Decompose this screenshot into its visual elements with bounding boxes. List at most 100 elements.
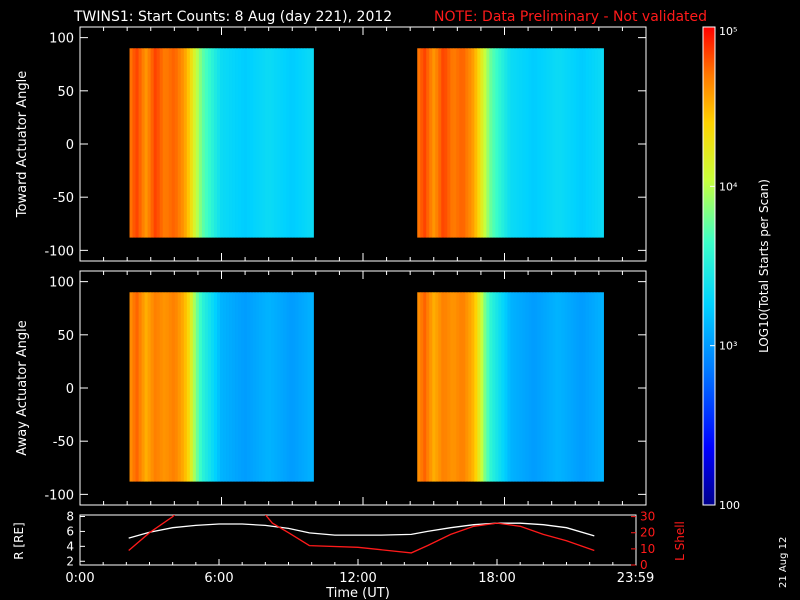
toward-cell xyxy=(150,48,155,238)
away-cell xyxy=(132,292,136,482)
toward-cell xyxy=(429,48,433,238)
away-cell xyxy=(573,292,577,482)
away-cell xyxy=(531,292,535,482)
toward-cell xyxy=(274,48,278,238)
toward-cell xyxy=(585,48,589,238)
away-cell xyxy=(192,292,197,482)
toward-cell xyxy=(498,48,502,238)
lshell-ytick-label: 20 xyxy=(640,526,655,540)
away-cell xyxy=(259,292,263,482)
colorbar-tick-label: 10⁴ xyxy=(719,180,738,193)
r-ytick-label: 4 xyxy=(66,539,74,553)
toward-cell xyxy=(213,48,218,238)
toward-cell xyxy=(471,48,475,238)
away-cell xyxy=(165,292,170,482)
toward-cell xyxy=(301,48,305,238)
toward-cell xyxy=(561,48,565,238)
toward-cell xyxy=(298,48,302,238)
toward-cell xyxy=(504,48,508,238)
toward-cell xyxy=(286,48,290,238)
away-cell xyxy=(483,292,487,482)
away-cell xyxy=(516,292,520,482)
toward-ytick-label: -100 xyxy=(44,244,74,259)
toward-cell xyxy=(447,48,451,238)
toward-cell xyxy=(304,48,308,238)
away-cell xyxy=(585,292,589,482)
away-cell xyxy=(600,292,604,482)
toward-cell xyxy=(453,48,457,238)
toward-panel: 100 50 0 -50 -100 Toward Actuator Angle xyxy=(15,26,647,262)
away-cell xyxy=(171,292,176,482)
toward-cell xyxy=(229,48,233,238)
away-cell xyxy=(295,292,299,482)
away-cell xyxy=(250,292,254,482)
r-series-line xyxy=(128,522,595,539)
away-cell xyxy=(177,292,182,482)
away-cell xyxy=(522,292,526,482)
away-cell xyxy=(274,292,278,482)
away-cell xyxy=(423,292,427,482)
toward-cell xyxy=(307,48,311,238)
toward-cell xyxy=(135,48,139,238)
away-cell xyxy=(204,292,209,482)
away-cell xyxy=(271,292,275,482)
away-cell xyxy=(232,292,236,482)
away-cell xyxy=(546,292,550,482)
toward-cell xyxy=(582,48,586,238)
away-cell xyxy=(540,292,544,482)
toward-cell xyxy=(564,48,568,238)
toward-cell xyxy=(183,48,188,238)
toward-cell xyxy=(207,48,212,238)
toward-cell xyxy=(141,48,146,238)
away-cell xyxy=(456,292,460,482)
colorbar-tick-label: 10⁵ xyxy=(719,25,737,38)
away-cell xyxy=(534,292,538,482)
toward-cell xyxy=(198,48,203,238)
away-cell xyxy=(207,292,212,482)
toward-cell xyxy=(292,48,296,238)
away-cell xyxy=(471,292,475,482)
away-cell xyxy=(283,292,287,482)
away-cell xyxy=(507,292,511,482)
away-cell xyxy=(552,292,556,482)
colorbar-gradient xyxy=(702,26,716,506)
away-cell xyxy=(144,292,149,482)
away-cell xyxy=(147,292,152,482)
toward-cell xyxy=(432,48,436,238)
toward-cell xyxy=(576,48,580,238)
away-cell xyxy=(235,292,239,482)
time-xtick-label: 12:00 xyxy=(339,571,376,586)
time-xtick-label: 23:59 xyxy=(617,571,654,586)
toward-cell xyxy=(495,48,499,238)
away-cell xyxy=(153,292,158,482)
away-cell xyxy=(286,292,290,482)
toward-cell xyxy=(420,48,424,238)
toward-cell xyxy=(265,48,269,238)
toward-cell xyxy=(186,48,191,238)
time-xtick-label: 6:00 xyxy=(204,571,233,586)
toward-cell xyxy=(226,48,230,238)
toward-cell xyxy=(189,48,194,238)
away-cell xyxy=(301,292,305,482)
toward-cell xyxy=(162,48,167,238)
toward-cell xyxy=(465,48,469,238)
toward-cell xyxy=(180,48,185,238)
away-cell xyxy=(174,292,179,482)
toward-cell xyxy=(546,48,550,238)
away-cell xyxy=(253,292,257,482)
toward-cell xyxy=(253,48,257,238)
r-ytick-label: 6 xyxy=(66,524,74,538)
toward-cell xyxy=(156,48,161,238)
toward-ylabel: Toward Actuator Angle xyxy=(15,71,30,218)
toward-cell xyxy=(528,48,532,238)
away-cell xyxy=(501,292,505,482)
away-cell xyxy=(498,292,502,482)
toward-cell xyxy=(259,48,263,238)
away-cell xyxy=(280,292,284,482)
away-cell xyxy=(298,292,302,482)
toward-ytick-label: -50 xyxy=(53,191,74,206)
toward-cell xyxy=(283,48,287,238)
away-cell xyxy=(150,292,155,482)
r-ytick-label: 2 xyxy=(66,554,74,568)
colorbar: 100 10³ 10⁴ 10⁵ LOG10(Total Starts per Scan… xyxy=(702,25,771,512)
